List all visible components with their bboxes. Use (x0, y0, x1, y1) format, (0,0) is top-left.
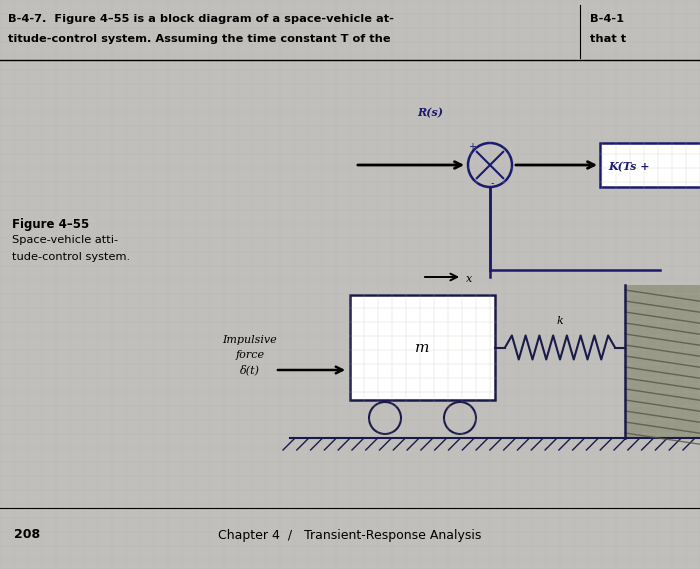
Text: Space-vehicle atti-: Space-vehicle atti- (12, 235, 118, 245)
Text: k: k (556, 315, 564, 325)
Text: Figure 4–55: Figure 4–55 (12, 218, 90, 231)
Text: -: - (490, 178, 493, 188)
Text: m: m (415, 340, 430, 354)
Text: +: + (468, 142, 476, 152)
Text: B-4-7.  Figure 4–55 is a block diagram of a space-vehicle at-: B-4-7. Figure 4–55 is a block diagram of… (8, 14, 394, 24)
Text: K(Ts +: K(Ts + (608, 162, 650, 172)
Bar (350, 295, 495, 400)
Bar (600, 143, 700, 187)
Text: Impulsive: Impulsive (223, 335, 277, 345)
Text: 208: 208 (14, 529, 40, 542)
Text: that t: that t (590, 34, 626, 44)
Bar (625, 285, 700, 438)
Text: force: force (235, 350, 265, 360)
Text: δ(t): δ(t) (240, 365, 260, 376)
Text: x: x (466, 274, 473, 284)
Text: titude-control system. Assuming the time constant T of the: titude-control system. Assuming the time… (8, 34, 391, 44)
Text: R(s): R(s) (417, 107, 443, 118)
Text: tude-control system.: tude-control system. (12, 252, 130, 262)
Text: B-4-1: B-4-1 (590, 14, 624, 24)
Text: Chapter 4  /   Transient-Response Analysis: Chapter 4 / Transient-Response Analysis (218, 529, 482, 542)
